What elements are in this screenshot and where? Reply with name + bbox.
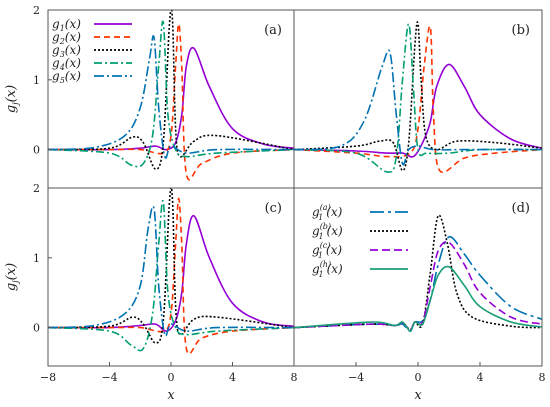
legend: g1(x)g2(x)g3(x)g4(x)g5(x) xyxy=(52,17,132,85)
series-line-b-5 xyxy=(294,49,542,166)
x-tick-label: 8 xyxy=(539,371,546,384)
panel-label: (c) xyxy=(265,201,282,216)
series-line-c-2 xyxy=(48,197,294,355)
legend-entry-label: g(a) 1 (x) xyxy=(312,203,343,222)
panel-d: −4 0 4 8 (d) x g(a) 1 (x)g(b) 1 (x)g(c) 1 (x)g(h) 1 (x… xyxy=(293,187,546,403)
y-tick-label: 1 xyxy=(33,74,40,87)
panel-frame xyxy=(293,9,543,189)
legend-entry-label: g(h) 1 (x) xyxy=(312,260,343,279)
series-line-d-4 xyxy=(294,265,542,332)
y-tick-label: 1 xyxy=(33,252,40,265)
legend-entry-label: g2(x) xyxy=(52,30,81,46)
x-tick-label: −4 xyxy=(101,371,117,384)
x-tick-label: 0 xyxy=(415,371,422,384)
x-tick-label: 0 xyxy=(168,371,175,384)
panel-frame xyxy=(47,187,295,367)
panel-label: (a) xyxy=(264,23,282,38)
legend-entry-label: g(c) 1 (x) xyxy=(312,241,342,260)
series-line-a-1 xyxy=(48,46,294,151)
series-line-b-2 xyxy=(294,25,542,173)
series-line-a-4 xyxy=(48,20,294,168)
panel-b: (b) xyxy=(293,9,543,189)
x-axis-label: x xyxy=(167,388,175,403)
series-line-c-1 xyxy=(48,215,294,332)
panel-label: (d) xyxy=(512,201,530,216)
y-axis-label: gj(x) xyxy=(4,85,20,113)
series-line-c-5 xyxy=(48,205,294,337)
panel-c: 0 1 2 −8 −4 0 4 8 (c) gj(x) x xyxy=(4,182,298,403)
x-tick-label: −4 xyxy=(348,371,364,384)
legend-entry-label: g5(x) xyxy=(52,69,81,85)
series-line-b-1 xyxy=(294,63,542,158)
series-line-a-3 xyxy=(48,10,294,170)
x-tick-label: 8 xyxy=(291,371,298,384)
x-axis-label: x xyxy=(414,388,422,403)
x-tick-label: −8 xyxy=(40,371,56,384)
legend: g(a) 1 (x)g(b) 1 (x)g(c) 1 (x)g(h) 1 (x) xyxy=(312,203,408,279)
y-axis-label: gj(x) xyxy=(4,263,20,291)
series-line-a-5 xyxy=(48,35,294,159)
y-tick-label: 2 xyxy=(33,4,40,17)
legend-entry-label: g4(x) xyxy=(52,56,81,72)
series-line-c-4 xyxy=(48,199,294,352)
y-tick-label: 0 xyxy=(33,144,40,157)
x-tick-label: 4 xyxy=(477,371,484,384)
x-tick-label: 4 xyxy=(229,371,236,384)
panel-frame xyxy=(47,9,295,189)
series-line-b-4 xyxy=(294,23,542,173)
legend-entry-label: g1(x) xyxy=(52,17,81,33)
series-line-a-2 xyxy=(48,23,294,181)
y-tick-label: 2 xyxy=(33,182,40,195)
panel-a: 0 1 2 (a) gj(x) g1(x)g2(x)g3(x)g4(x)g5(x) xyxy=(4,4,295,189)
panel-label: (b) xyxy=(512,23,530,38)
legend-entry-label: g3(x) xyxy=(52,43,81,59)
legend-entry-label: g(b) 1 (x) xyxy=(312,222,343,241)
series-line-b-3 xyxy=(294,21,542,172)
y-tick-label: 0 xyxy=(33,322,40,335)
